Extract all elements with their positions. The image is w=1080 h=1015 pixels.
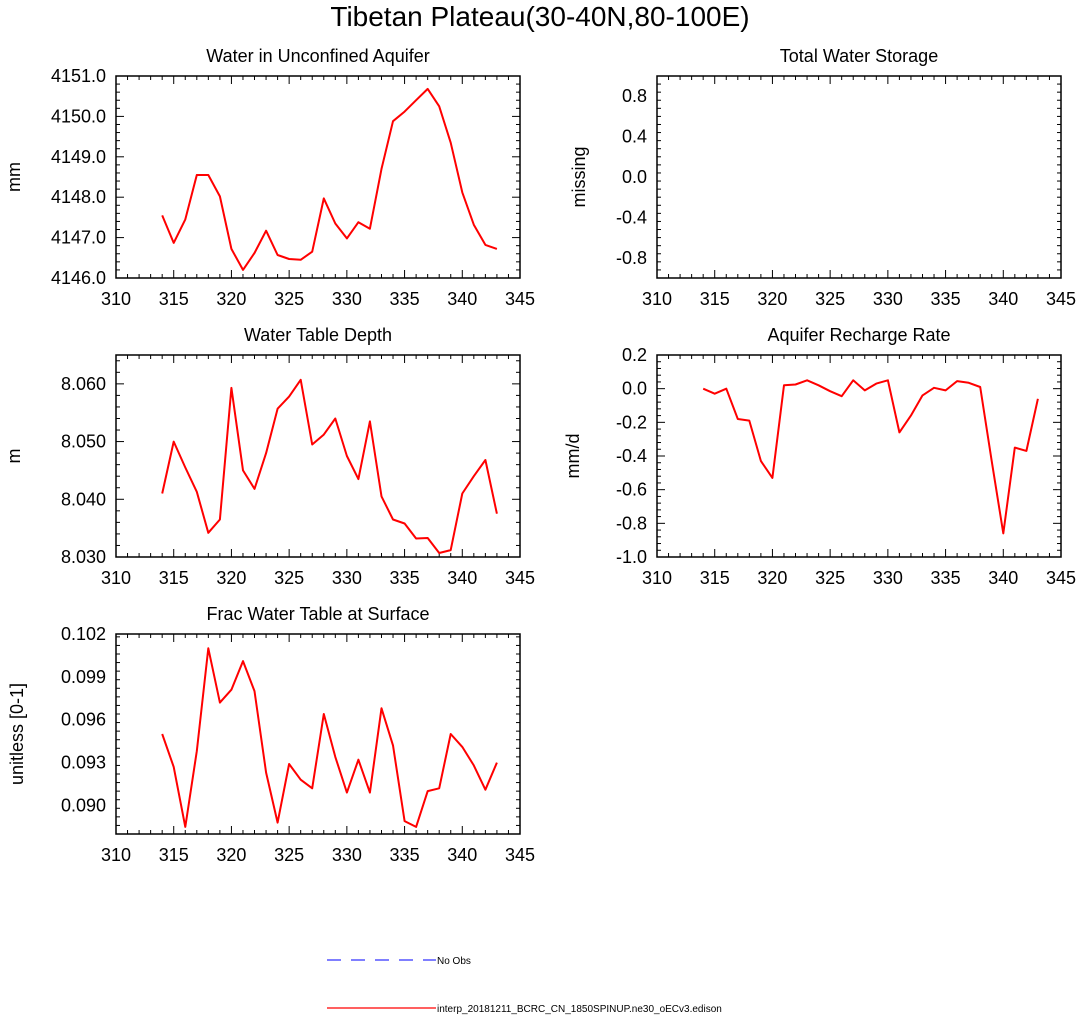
x-tick-label: 315 — [700, 289, 730, 309]
x-tick-label: 325 — [815, 289, 845, 309]
x-tick-label: 330 — [332, 568, 362, 588]
y-tick-label: 0.099 — [61, 667, 106, 687]
x-tick-label: 320 — [216, 289, 246, 309]
y-tick-label: 4146.0 — [51, 268, 106, 288]
y-tick-label: 8.050 — [61, 432, 106, 452]
x-tick-label: 345 — [1046, 289, 1076, 309]
x-tick-label: 325 — [815, 568, 845, 588]
x-tick-label: 320 — [757, 289, 787, 309]
x-tick-label: 335 — [390, 845, 420, 865]
x-tick-label: 320 — [757, 568, 787, 588]
x-tick-label: 315 — [159, 568, 189, 588]
chart-panel: Total Water Storage missing 310 315 320 325 33… — [569, 46, 1076, 309]
y-tick-label: 0.2 — [622, 345, 647, 365]
panel-title: Frac Water Table at Surface — [206, 604, 429, 624]
y-axis-label: missing — [569, 146, 589, 207]
x-tick-label: 315 — [700, 568, 730, 588]
page-title: Tibetan Plateau(30-40N,80-100E) — [330, 1, 750, 32]
plot-frame — [115, 75, 521, 279]
panel-title: Aquifer Recharge Rate — [767, 325, 950, 345]
x-tick-label: 330 — [873, 289, 903, 309]
x-tick-label: 315 — [159, 845, 189, 865]
y-axis-label: m — [4, 449, 24, 464]
y-tick-label: 8.060 — [61, 374, 106, 394]
x-tick-label: 335 — [390, 568, 420, 588]
y-tick-label: -0.4 — [616, 207, 647, 227]
y-axis-label: mm — [4, 162, 24, 192]
plot-frame — [115, 354, 521, 558]
x-tick-label: 315 — [159, 289, 189, 309]
x-tick-label: 345 — [505, 845, 535, 865]
x-tick-label: 330 — [873, 568, 903, 588]
x-tick-label: 340 — [447, 289, 477, 309]
x-tick-label: 330 — [332, 845, 362, 865]
y-tick-label: -0.6 — [616, 480, 647, 500]
legend-label: No Obs — [437, 956, 471, 967]
x-tick-label: 325 — [274, 289, 304, 309]
series-line — [161, 378, 498, 554]
x-tick-label: 320 — [216, 568, 246, 588]
panel-title: Water in Unconfined Aquifer — [206, 46, 429, 66]
y-tick-label: -0.2 — [616, 412, 647, 432]
y-tick-label: 0.8 — [622, 86, 647, 106]
y-tick-label: 4147.0 — [51, 228, 106, 248]
chart-panel: Aquifer Recharge Rate mm/d 310 315 320 325 330… — [563, 325, 1076, 588]
x-tick-label: 310 — [101, 568, 131, 588]
panel-title: Total Water Storage — [780, 46, 938, 66]
y-tick-label: 0.090 — [61, 795, 106, 815]
y-tick-label: 0.093 — [61, 753, 106, 773]
x-tick-label: 320 — [216, 845, 246, 865]
y-tick-label: 8.040 — [61, 489, 106, 509]
chart-panel: Water Table Depth m 310 315 320 325 330 335 340 3… — [4, 325, 535, 588]
x-tick-label: 325 — [274, 845, 304, 865]
y-tick-label: 4148.0 — [51, 187, 106, 207]
y-tick-label: 0.4 — [622, 127, 647, 147]
y-tick-label: 4151.0 — [51, 66, 106, 86]
y-axis-label: unitless [0-1] — [7, 683, 27, 785]
y-tick-label: -0.8 — [616, 248, 647, 268]
y-tick-label: 0.0 — [622, 167, 647, 187]
series-line — [161, 647, 498, 828]
y-tick-label: -1.0 — [616, 547, 647, 567]
legend-label: interp_20181211_BCRC_CN_1850SPINUP.ne30_… — [437, 1004, 722, 1015]
x-tick-label: 330 — [332, 289, 362, 309]
y-tick-label: -0.8 — [616, 513, 647, 533]
x-tick-label: 335 — [931, 568, 961, 588]
series-line — [161, 87, 498, 271]
x-tick-label: 325 — [274, 568, 304, 588]
y-tick-label: 8.030 — [61, 547, 106, 567]
x-tick-label: 310 — [101, 289, 131, 309]
x-tick-label: 345 — [505, 289, 535, 309]
x-tick-label: 335 — [931, 289, 961, 309]
x-tick-label: 335 — [390, 289, 420, 309]
plot-frame — [115, 633, 521, 835]
x-tick-label: 340 — [447, 568, 477, 588]
x-tick-label: 340 — [988, 289, 1018, 309]
chart-panel: Frac Water Table at Surface unitless [0-1… — [7, 604, 535, 865]
x-tick-label: 310 — [642, 568, 672, 588]
y-tick-label: 0.0 — [622, 379, 647, 399]
x-tick-label: 345 — [1046, 568, 1076, 588]
y-tick-label: 0.096 — [61, 710, 106, 730]
plot-frame — [656, 75, 1062, 279]
x-tick-label: 345 — [505, 568, 535, 588]
y-tick-label: -0.4 — [616, 446, 647, 466]
y-tick-label: 4150.0 — [51, 106, 106, 126]
legend: No Obs interp_20181211_BCRC_CN_1850SPINUP… — [327, 956, 722, 1015]
panel-title: Water Table Depth — [244, 325, 392, 345]
y-tick-label: 0.102 — [61, 624, 106, 644]
x-tick-label: 310 — [642, 289, 672, 309]
x-tick-label: 340 — [988, 568, 1018, 588]
x-tick-label: 310 — [101, 845, 131, 865]
y-axis-label: mm/d — [563, 434, 583, 479]
chart-panel: Water in Unconfined Aquifer mm 310 315 320 32… — [4, 46, 535, 309]
x-tick-label: 340 — [447, 845, 477, 865]
series-line — [702, 379, 1039, 535]
y-tick-label: 4149.0 — [51, 147, 106, 167]
